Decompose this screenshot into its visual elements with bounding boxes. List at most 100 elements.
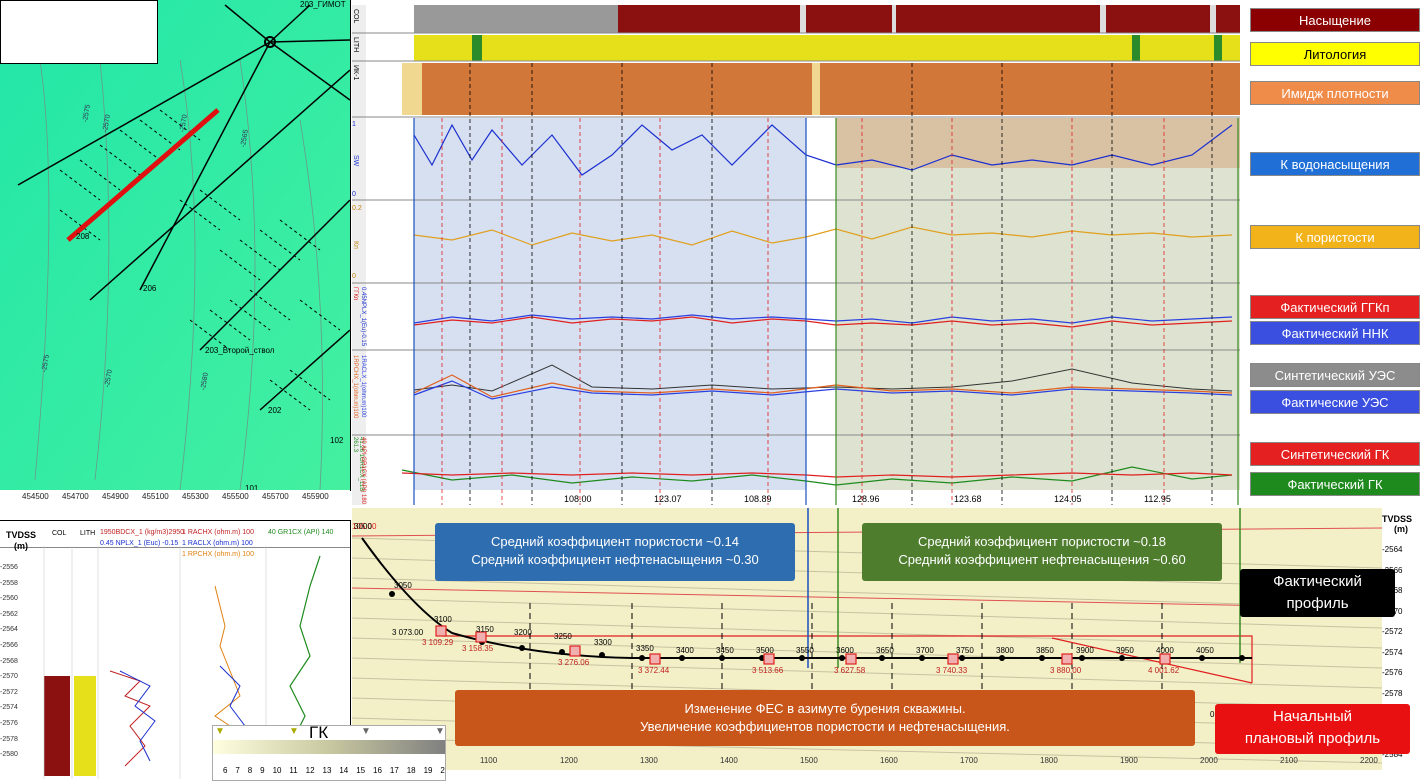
scale-tick: 14 <box>339 766 349 775</box>
tick-label: 454900 <box>102 492 129 501</box>
legend-label: Имидж плотности <box>1281 85 1389 101</box>
pin-icon[interactable]: ▼ <box>215 726 225 737</box>
depth-mark: 108.89 <box>744 494 772 504</box>
callout-bottom-note: Изменение ФЕС в азимуте бурения скважины… <box>455 690 1195 746</box>
depth-tick: -2560 <box>0 595 18 603</box>
track-header-npl: 0.45NPLX_1(Eu)-0.15 <box>360 287 366 347</box>
md-label: 3300 <box>594 638 612 647</box>
callout-text: Средний коэффициент нефтенасыщения ~0.60 <box>898 552 1186 567</box>
x-tick: 2200 <box>1360 756 1378 765</box>
callout-text: Начальный <box>1272 708 1352 725</box>
legend-label: Синтетический УЭС <box>1274 367 1396 383</box>
md-label: 3000 <box>354 522 372 531</box>
pin-icon[interactable]: ▼ <box>289 726 299 737</box>
depth-mark: 112.95 <box>1144 494 1171 504</box>
track-header-gr: 41.26 1GR1CX_11B 261.3 <box>352 437 364 492</box>
legend-actual-gk: Фактический ГК <box>1250 472 1420 496</box>
tick-label: 454700 <box>62 492 89 501</box>
md-label: 3250 <box>554 632 572 641</box>
tick-label: 454500 <box>22 492 49 501</box>
x-tick: 1900 <box>1120 756 1138 765</box>
well-label: 208 <box>76 232 90 241</box>
legend-label: Фактический ГК <box>1287 476 1383 492</box>
depth-tick: -2564 <box>0 626 18 634</box>
depth-tick: -2584 <box>1382 750 1403 759</box>
callout-text: Увеличение коэффициентов пористости и не… <box>640 719 1010 734</box>
legend-label: Фактический ННК <box>1281 325 1389 341</box>
track-header-res: 1RACLX_1(ohm.m)100 <box>360 355 366 418</box>
md-label: 3400 <box>676 646 694 655</box>
md-label: 3900 <box>1076 646 1094 655</box>
callout-planned-profile: Начальный плановый профиль <box>1215 704 1410 754</box>
x-tick: 1700 <box>960 756 978 765</box>
callout-right-average: Средний коэффициент пористости ~0.18 Сре… <box>862 523 1222 581</box>
x-tick: 1500 <box>800 756 818 765</box>
scale-tick: 8 <box>247 766 253 775</box>
legend-label: Литология <box>1303 46 1367 62</box>
npl-header: 0.45 NPLX_1 (Euc) -0.15 <box>100 540 179 547</box>
section-start-label: 105.00 <box>352 522 377 531</box>
survey-label: 3 880.00 <box>1050 666 1082 675</box>
scale-tick: 11 <box>289 766 298 775</box>
md-label: 3350 <box>636 644 654 653</box>
legend-saturation: Насыщение <box>1250 8 1420 32</box>
well-label: 102 <box>330 436 344 445</box>
pin-icon[interactable]: ▼ <box>361 726 371 737</box>
well-label: 203_Второй_ствол <box>205 346 275 355</box>
callout-left-average: Средний коэффициент пористости ~0.14 Сре… <box>435 523 795 581</box>
survey-label: 3 513.66 <box>752 666 784 675</box>
legend-synthetic-res: Синтетический УЭС <box>1250 363 1420 387</box>
tick-label: 455900 <box>302 492 329 501</box>
density-header: 1950BDCX_1 (kg/m3)2950 <box>100 529 185 536</box>
md-label: 3100 <box>434 615 452 624</box>
md-label: 3200 <box>514 628 532 637</box>
lith-label: LITH <box>80 530 96 537</box>
tracks-canvas <box>352 5 1240 505</box>
md-label: 3150 <box>476 625 494 634</box>
legend-label: Фактические УЭС <box>1281 394 1389 410</box>
x-tick: 1400 <box>720 756 738 765</box>
track-header-res: 1RPCHX_1(ohm.m)100 <box>352 355 358 419</box>
legend-label: Насыщение <box>1299 12 1371 28</box>
depth-tick: -2574 <box>1382 647 1403 657</box>
map-legend-box <box>0 0 158 64</box>
depth-tick: -2576 <box>1382 668 1403 677</box>
x-tick: 1200 <box>560 756 578 765</box>
col-label: COL <box>52 530 67 537</box>
scale-tick: 18 <box>406 766 416 775</box>
gk-gradient <box>213 740 445 754</box>
tvdss-label: TVDSS <box>6 530 37 540</box>
track-header-gk: ГГКп <box>352 287 358 301</box>
tick-label: 455100 <box>142 492 169 501</box>
callout-text: Средний коэффициент нефтенасыщения ~0.30 <box>471 552 759 567</box>
track-header-col: COL <box>352 9 359 24</box>
raclx-header: 1 RACLX (ohm.m) 100 <box>182 540 253 547</box>
md-label: 3800 <box>996 646 1014 655</box>
log-tracks-panel: COL LITH ИК-1 SW 1 0 Кп 0.2 0 ГГКп 0.45N… <box>352 5 1240 505</box>
map-x-axis: 454500 454700 454900 455100 455300 45550… <box>0 490 350 508</box>
x-tick: 1800 <box>1040 756 1058 765</box>
tvdss-label: TVDSS <box>1382 514 1413 524</box>
depth-mark: 123.07 <box>654 494 682 504</box>
md-label: 3500 <box>756 646 774 655</box>
md-label: 3700 <box>916 646 934 655</box>
well-label: 202 <box>268 406 282 415</box>
scale-tick: 17 <box>389 766 399 775</box>
depth-tick: -2556 <box>0 564 18 571</box>
pin-icon[interactable]: ▼ <box>435 726 445 737</box>
depth-tick: -2578 <box>1382 688 1403 698</box>
md-label: 3850 <box>1036 646 1054 655</box>
tick-label: 455700 <box>262 492 289 501</box>
survey-label: 3 740.33 <box>936 666 968 675</box>
callout-text: Средний коэффициент пористости ~0.18 <box>917 534 1166 549</box>
kp-scale-bottom: 0 <box>352 273 356 280</box>
callout-text: профиль <box>1286 595 1349 612</box>
depth-tick: -2570 <box>0 673 18 681</box>
scale-tick: 6 <box>223 766 228 775</box>
depth-tick: -2564 <box>1382 545 1403 554</box>
tvdss-unit: (m) <box>1394 524 1408 534</box>
survey-label: 3 372.44 <box>638 666 670 675</box>
scale-tick: 10 <box>272 766 282 775</box>
well-label: 203_ГИМОТ <box>300 0 346 9</box>
depth-tick: -2568 <box>0 657 18 665</box>
